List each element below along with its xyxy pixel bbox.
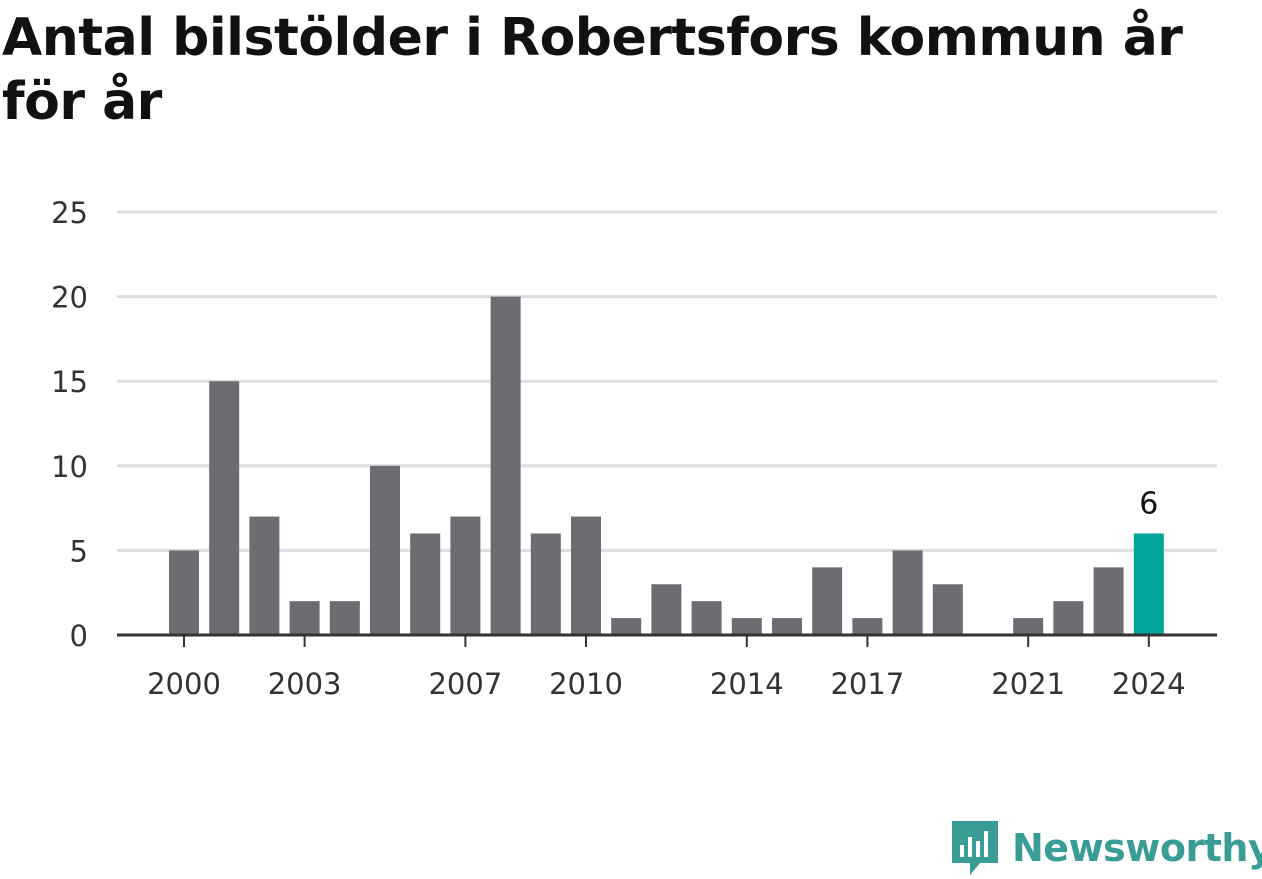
bar-chart: 0 5 10 15 20 25 2000 2003 2007 2010 2014 2017 2021 20…: [51, 196, 1217, 701]
x-tick-label: 2010: [549, 667, 623, 701]
bar: [611, 618, 642, 635]
x-tick-label: 2021: [991, 667, 1065, 701]
bar: [892, 550, 923, 635]
y-tick-label: 15: [51, 365, 88, 399]
newsworthy-logo-icon: [952, 821, 998, 875]
brand-name: Newsworthy: [1012, 826, 1262, 870]
bar: [812, 567, 843, 635]
bars: [169, 296, 1164, 635]
gridlines: [117, 210, 1217, 552]
bar: [249, 516, 280, 635]
x-tick-label: 2007: [428, 667, 502, 701]
bar: [289, 601, 320, 635]
bar: [169, 550, 199, 635]
y-tick-label: 20: [51, 281, 88, 315]
bar: [530, 533, 561, 635]
x-tick-label: 2014: [710, 667, 784, 701]
bar: [370, 465, 400, 635]
bar: [852, 618, 883, 635]
bar: [209, 381, 240, 635]
bar: [571, 516, 601, 635]
y-tick-label: 10: [51, 450, 88, 484]
bar: [490, 296, 521, 635]
bar: [329, 601, 360, 635]
y-tick-label: 25: [51, 196, 88, 230]
bar: [410, 533, 441, 635]
x-axis: [117, 633, 1217, 647]
bar: [932, 584, 963, 635]
y-tick-label: 0: [70, 619, 88, 653]
bar: [1013, 618, 1044, 635]
bar: [731, 618, 762, 635]
x-tick-label: 2017: [830, 667, 904, 701]
bar-highlight: [1133, 533, 1164, 635]
bar: [1053, 601, 1084, 635]
bar: [651, 584, 682, 635]
x-tick-label: 2000: [147, 667, 221, 701]
tick-labels: 0 5 10 15 20 25 2000 2003 2007 2010 2014 2017 2021 20…: [51, 196, 1186, 701]
brand-logo: Newsworthy: [950, 818, 1262, 878]
bar: [1093, 567, 1124, 635]
chart-title: Antal bilstölder i Robertsfors kommun år…: [2, 8, 1183, 132]
y-tick-label: 5: [70, 534, 88, 568]
bar: [450, 516, 481, 635]
x-tick-label: 2024: [1112, 667, 1186, 701]
bar: [772, 618, 802, 635]
x-tick-label: 2003: [268, 667, 342, 701]
data-label: 6: [1139, 486, 1158, 521]
bar: [691, 601, 722, 635]
